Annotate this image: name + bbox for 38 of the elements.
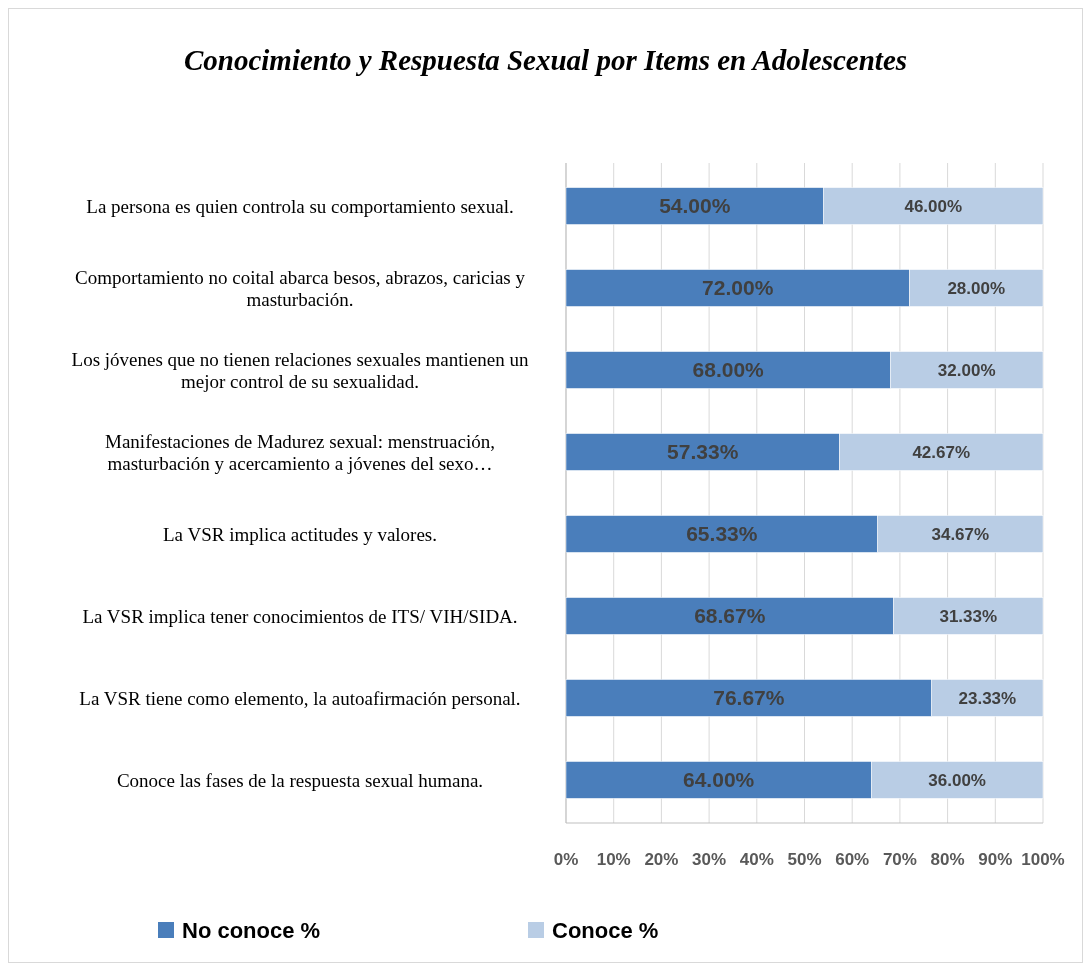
x-tick-label: 60% xyxy=(835,850,870,869)
y-tick-label: Los jóvenes que no tienen relaciones sexuales mantienen un mejor control de su sexualidad. xyxy=(71,348,529,392)
data-label: 46.00% xyxy=(904,196,963,216)
x-tick-label: 80% xyxy=(930,850,965,869)
legend-label: Conoce % xyxy=(552,917,659,943)
data-label: 57.33% xyxy=(667,440,739,464)
x-tick-label: 70% xyxy=(882,850,917,869)
x-tick-label: 30% xyxy=(692,850,727,869)
data-label: 54.00% xyxy=(659,194,731,218)
data-label: 36.00% xyxy=(928,770,986,790)
x-tick-label: 100% xyxy=(1021,850,1065,869)
y-tick-label: Comportamiento no coital abarca besos, abrazos, caricias y masturbación. xyxy=(74,266,526,310)
x-tick-label: 0% xyxy=(553,850,579,869)
y-tick-label: La VSR tiene como elemento, la autoafirmación personal. xyxy=(79,687,521,709)
data-label: 76.67% xyxy=(713,686,785,710)
y-tick-label: Conoce las fases de la respuesta sexual humana. xyxy=(116,769,484,791)
data-label: 42.67% xyxy=(912,442,971,462)
data-label: 32.00% xyxy=(937,360,996,380)
data-label: 34.67% xyxy=(931,524,990,544)
data-label: 31.33% xyxy=(939,606,998,626)
data-label: 65.33% xyxy=(686,522,758,546)
y-tick-label: La VSR implica tener conocimientos de ITS/ VIH/SIDA. xyxy=(82,605,518,627)
y-tick-label: La VSR implica actitudes y valores. xyxy=(162,523,438,545)
x-tick-label: 90% xyxy=(978,850,1013,869)
data-label: 72.00% xyxy=(702,276,774,300)
data-label: 64.00% xyxy=(683,768,755,792)
x-tick-label: 10% xyxy=(596,850,631,869)
data-label: 23.33% xyxy=(958,688,1017,708)
data-label: 68.67% xyxy=(694,604,766,628)
data-label: 68.00% xyxy=(692,358,765,382)
data-label: 28.00% xyxy=(947,278,1006,298)
y-tick-label: Manifestaciones de Madurez sexual: menstruación, masturbación y acercamiento a jóvenes del sexo… xyxy=(105,430,495,474)
x-tick-label: 20% xyxy=(644,850,679,869)
y-tick-label: La persona es quien controla su comportamiento sexual. xyxy=(86,195,514,217)
legend-label: No conoce % xyxy=(182,917,321,943)
chart-title: Conocimiento y Respuesta Sexual por Items en Adolescentes xyxy=(183,44,908,76)
x-tick-label: 40% xyxy=(739,850,774,869)
x-tick-label: 50% xyxy=(787,850,822,869)
